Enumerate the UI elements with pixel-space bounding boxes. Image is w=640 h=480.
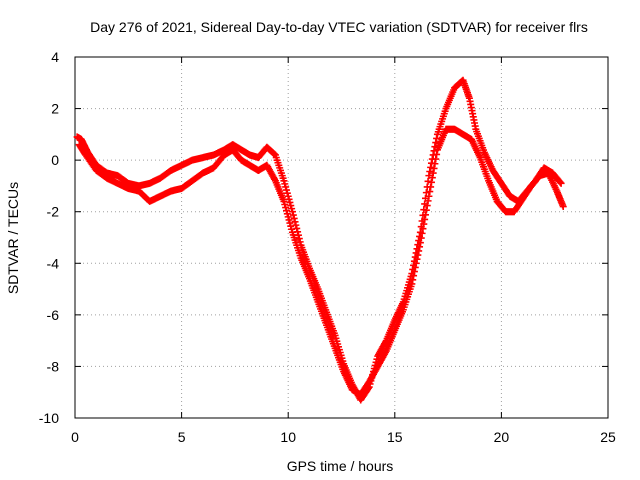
y-tick-label: -10 [39, 410, 59, 426]
data-point [427, 178, 435, 186]
data-point [425, 192, 433, 200]
data-point [416, 243, 424, 251]
data-points [73, 76, 567, 404]
y-tick-labels: 4 2 0 -2 -4 -6 -8 -10 [39, 49, 59, 426]
x-tick-label: 10 [280, 429, 296, 445]
data-point [429, 169, 437, 177]
plot-frame [74, 56, 609, 419]
data-point [412, 259, 420, 267]
x-axis-label: GPS time / hours [287, 458, 394, 474]
data-point [422, 211, 430, 219]
x-tick-label: 25 [600, 429, 616, 445]
grid-lines [75, 57, 608, 418]
y-tick-label: 4 [51, 49, 59, 65]
data-point [410, 268, 418, 276]
data-point [427, 183, 435, 191]
data-point [423, 202, 431, 210]
data-point [290, 214, 298, 222]
data-point [430, 164, 438, 172]
data-point [428, 174, 436, 182]
data-point [422, 206, 430, 214]
x-tick-label: 20 [494, 429, 510, 445]
data-point [418, 229, 426, 237]
data-point [413, 255, 421, 263]
data-point [432, 155, 440, 163]
data-point [427, 163, 435, 171]
data-point [433, 134, 441, 142]
data-point [424, 197, 432, 205]
data-point [416, 239, 424, 247]
y-tick-label: -2 [47, 204, 60, 220]
y-tick-label: -6 [47, 307, 60, 323]
y-tick-label: 2 [51, 101, 59, 117]
series-lower-track [75, 125, 567, 399]
data-point [424, 177, 432, 185]
data-point [409, 276, 417, 284]
data-point [295, 235, 303, 243]
data-point [410, 272, 418, 280]
data-point [419, 225, 427, 233]
data-point [557, 179, 565, 187]
chart-title: Day 276 of 2021, Sidereal Day-to-day VTE… [90, 19, 588, 35]
data-point [422, 189, 430, 197]
x-tick-label: 5 [178, 429, 186, 445]
data-point [289, 211, 297, 219]
x-tick-label: 0 [71, 429, 79, 445]
data-point [417, 234, 425, 242]
y-axis-label: SDTVAR / TECUs [5, 182, 21, 294]
data-point [411, 263, 419, 271]
data-point [433, 150, 441, 158]
axis-ticks [74, 56, 609, 419]
data-point [288, 208, 296, 216]
y-tick-label: -8 [47, 358, 60, 374]
data-point [420, 220, 428, 228]
data-point [414, 251, 422, 259]
x-tick-labels: 0 5 10 15 20 25 [71, 429, 616, 445]
y-tick-label: -4 [47, 255, 60, 271]
data-point [556, 178, 564, 186]
data-point [291, 218, 299, 226]
data-point [421, 215, 429, 223]
data-point [292, 221, 300, 229]
data-point [426, 188, 434, 196]
data-point [430, 147, 438, 155]
y-tick-label: 0 [51, 152, 59, 168]
data-point [431, 160, 439, 168]
data-point [415, 247, 423, 255]
data-point [559, 203, 567, 211]
x-tick-label: 15 [387, 429, 403, 445]
data-point [408, 280, 416, 288]
